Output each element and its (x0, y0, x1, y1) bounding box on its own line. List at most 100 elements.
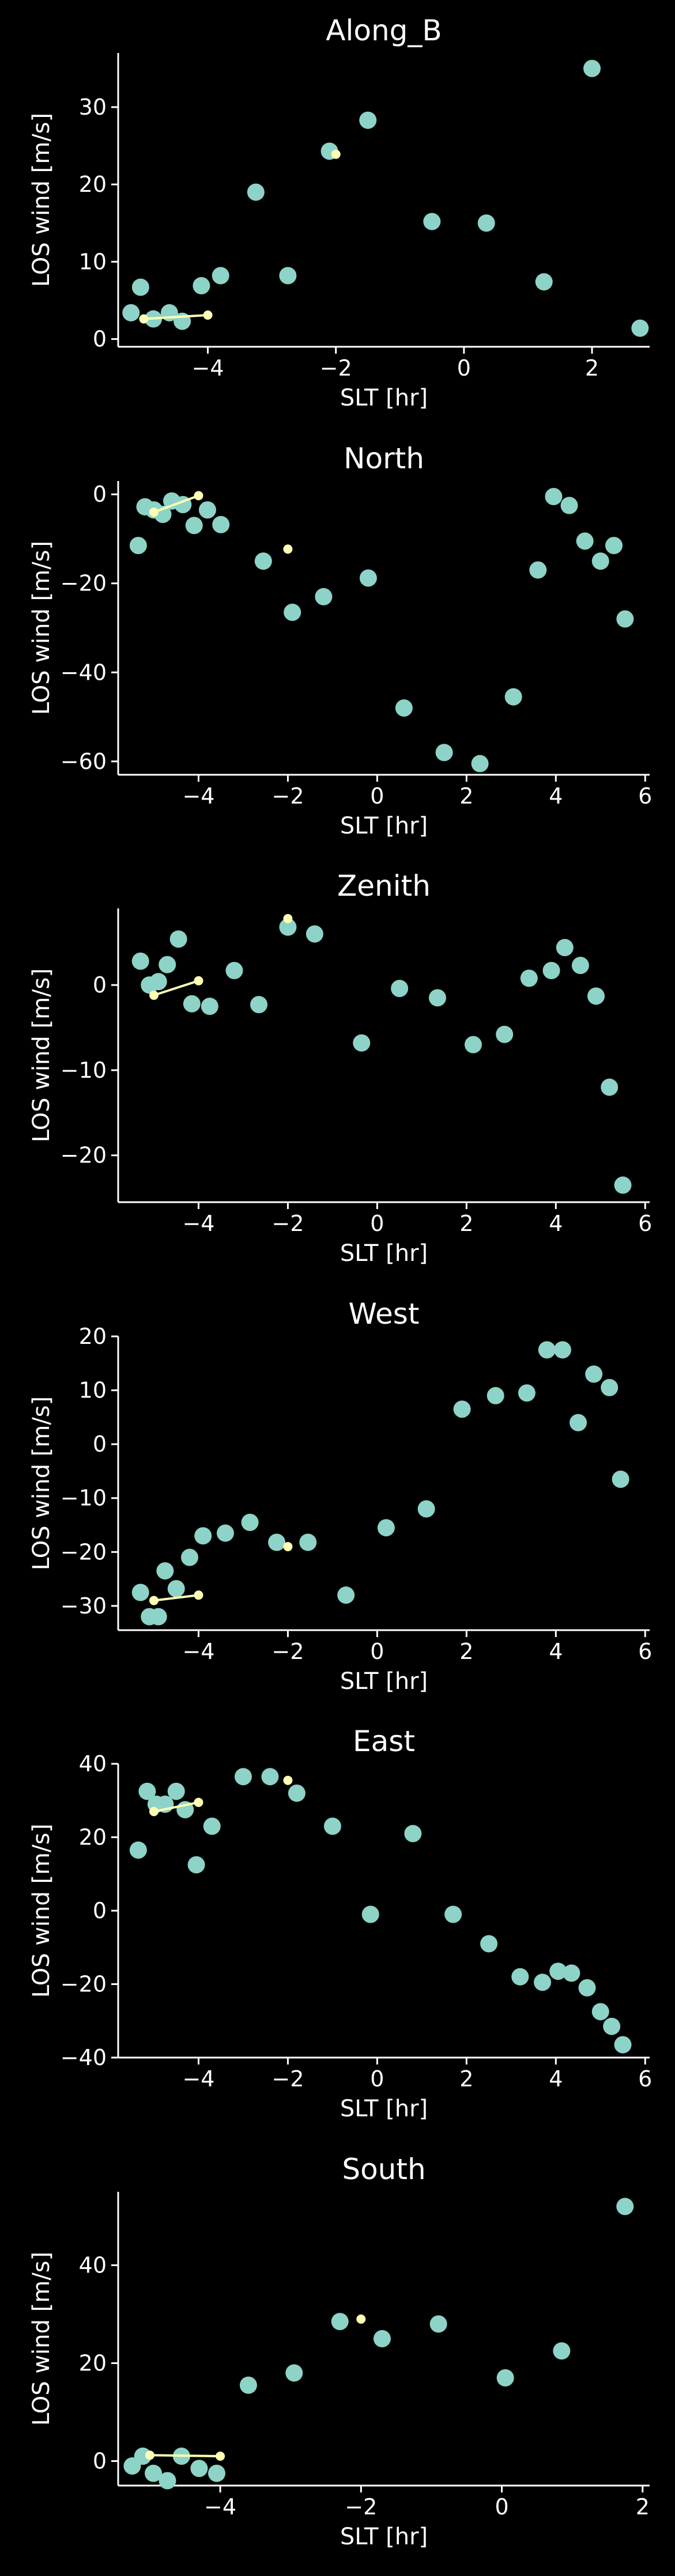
chart-0-highlight-line (144, 313, 208, 320)
chart-4-data-point (591, 2003, 609, 2021)
chart-4-highlight-point (194, 1797, 203, 1807)
chart-3-data-point (417, 1500, 435, 1518)
chart-5-data-point (429, 2315, 447, 2333)
chart-3-y-tick-label: 10 (79, 1378, 107, 1403)
chart-0-x-tick-label: 0 (457, 355, 471, 381)
chart-4-x-tick-label: −4 (182, 2066, 214, 2092)
chart-1-highlight-point (194, 491, 203, 501)
chart-2-data-point (353, 1034, 371, 1052)
chart-3-data-point (180, 1548, 198, 1566)
chart-4-y-tick-label: −40 (61, 2045, 107, 2070)
chart-2-data-point (279, 918, 297, 936)
chart-1-title: North (344, 442, 424, 475)
chart-3-x-label: SLT [hr] (340, 1668, 428, 1695)
chart-2-data-point (131, 952, 149, 970)
chart-5-highlight-point (145, 2450, 154, 2460)
chart-3-x-tick-label: 2 (459, 1639, 473, 1664)
chart-5-data-point (496, 2369, 514, 2386)
chart-4-data-point (361, 1906, 379, 1923)
chart-4-x-tick-label: 6 (638, 2066, 652, 2092)
chart-3-title: West (349, 1297, 420, 1331)
chart-3-data-point (216, 1524, 234, 1542)
chart-5-y-tick-label: 0 (93, 2449, 107, 2474)
chart-0-data-point (583, 59, 601, 77)
chart-4-highlight-point (283, 1775, 293, 1785)
chart-2-data-point (306, 925, 323, 943)
chart-4-x-label: SLT [hr] (340, 2096, 428, 2122)
chart-1-x-tick-label: 4 (549, 783, 563, 809)
chart-2-y-tick-label: 0 (93, 972, 107, 998)
chart-2-data-point (542, 961, 560, 979)
chart-0-y-tick-label: 20 (79, 172, 107, 197)
chart-4-x-tick-label: 4 (549, 2066, 563, 2092)
chart-3-y-tick-label: −30 (61, 1593, 107, 1619)
chart-0-y-label: LOS wind [m/s] (28, 113, 55, 287)
chart-0-data-point (631, 319, 649, 337)
chart-3-y-label: LOS wind [m/s] (28, 1396, 55, 1570)
chart-2-data-point (601, 1078, 619, 1096)
chart-3-highlight-point (149, 1596, 159, 1605)
chart-5-x-tick-label: 0 (495, 2494, 508, 2520)
chart-5-x-tick-label: 2 (636, 2494, 650, 2520)
chart-4-data-point (234, 1768, 252, 1786)
chart-5-x-label: SLT [hr] (340, 2524, 428, 2550)
chart-0-data-point (122, 304, 140, 321)
chart-4-y-tick-label: 20 (79, 1825, 107, 1850)
chart-2-data-point (614, 1176, 632, 1194)
chart-4-data-point (288, 1785, 306, 1802)
chart-3-x-tick-label: 4 (549, 1639, 563, 1664)
chart-0-data-point (131, 278, 149, 296)
chart-3-data-point (377, 1519, 395, 1537)
chart-4-data-point (563, 1964, 580, 1982)
chart-2-highlight-point (194, 976, 203, 986)
chart-4-data-point (261, 1768, 279, 1786)
chart-4-highlight-line (153, 1801, 199, 1813)
chart-3-highlight-line (153, 1594, 199, 1602)
chart-3-data-point (156, 1562, 174, 1580)
chart-1-data-point (284, 603, 301, 621)
chart-5-highlight-line (149, 2454, 221, 2457)
chart-4-data-point (614, 2036, 632, 2054)
chart-3-y-tick-label: 20 (79, 1324, 107, 1349)
chart-2-x-tick-label: 4 (549, 1211, 563, 1236)
chart-1-x-tick-label: 2 (459, 783, 473, 809)
chart-1-data-point (576, 532, 594, 550)
chart-1-data-point (616, 610, 634, 628)
chart-5-data-point (190, 2460, 208, 2477)
chart-2-data-point (149, 973, 167, 991)
chart-3-data-point (538, 1341, 556, 1359)
chart-0-y-tick-label: 10 (79, 249, 107, 274)
chart-3-data-point (241, 1513, 259, 1531)
chart-2-data-point (464, 1036, 482, 1054)
chart-1-x-tick-label: −2 (271, 783, 304, 809)
chart-2-x-tick-label: 2 (459, 1211, 473, 1236)
chart-0-y-tick-label: 30 (79, 94, 107, 120)
chart-2-highlight-point (283, 914, 293, 923)
chart-2-data-point (183, 995, 201, 1013)
chart-2-x-tick-label: −4 (182, 1211, 214, 1236)
chart-1-data-point (212, 516, 230, 533)
chart-4-data-point (534, 1973, 552, 1991)
chart-0-highlight-point (203, 310, 213, 320)
chart-1-data-point (315, 588, 333, 605)
chart-5-data-point (373, 2330, 391, 2347)
chart-3-data-point (337, 1586, 355, 1604)
chart-1-data-point (471, 755, 489, 772)
chart-4-data-point (404, 1825, 422, 1843)
chart-5-y-tick-label: 40 (79, 2253, 107, 2278)
chart-1-data-point (254, 552, 272, 570)
chart-3-x-tick-label: −4 (182, 1639, 214, 1664)
chart-3-x-tick-label: −2 (271, 1639, 304, 1664)
chart-4-data-point (129, 1841, 147, 1859)
chart-2-y-tick-label: −10 (61, 1058, 107, 1083)
chart-0-data-point (477, 214, 495, 232)
chart-4-data-point (323, 1817, 341, 1835)
chart-4-data-point (138, 1782, 156, 1800)
chart-1-data-point (395, 699, 413, 717)
chart-1-y-tick-label: −20 (61, 571, 107, 596)
chart-2-data-point (556, 939, 574, 956)
chart-2-highlight-line (153, 979, 199, 997)
chart-0-data-point (423, 213, 441, 230)
chart-3-highlight-point (194, 1590, 203, 1600)
